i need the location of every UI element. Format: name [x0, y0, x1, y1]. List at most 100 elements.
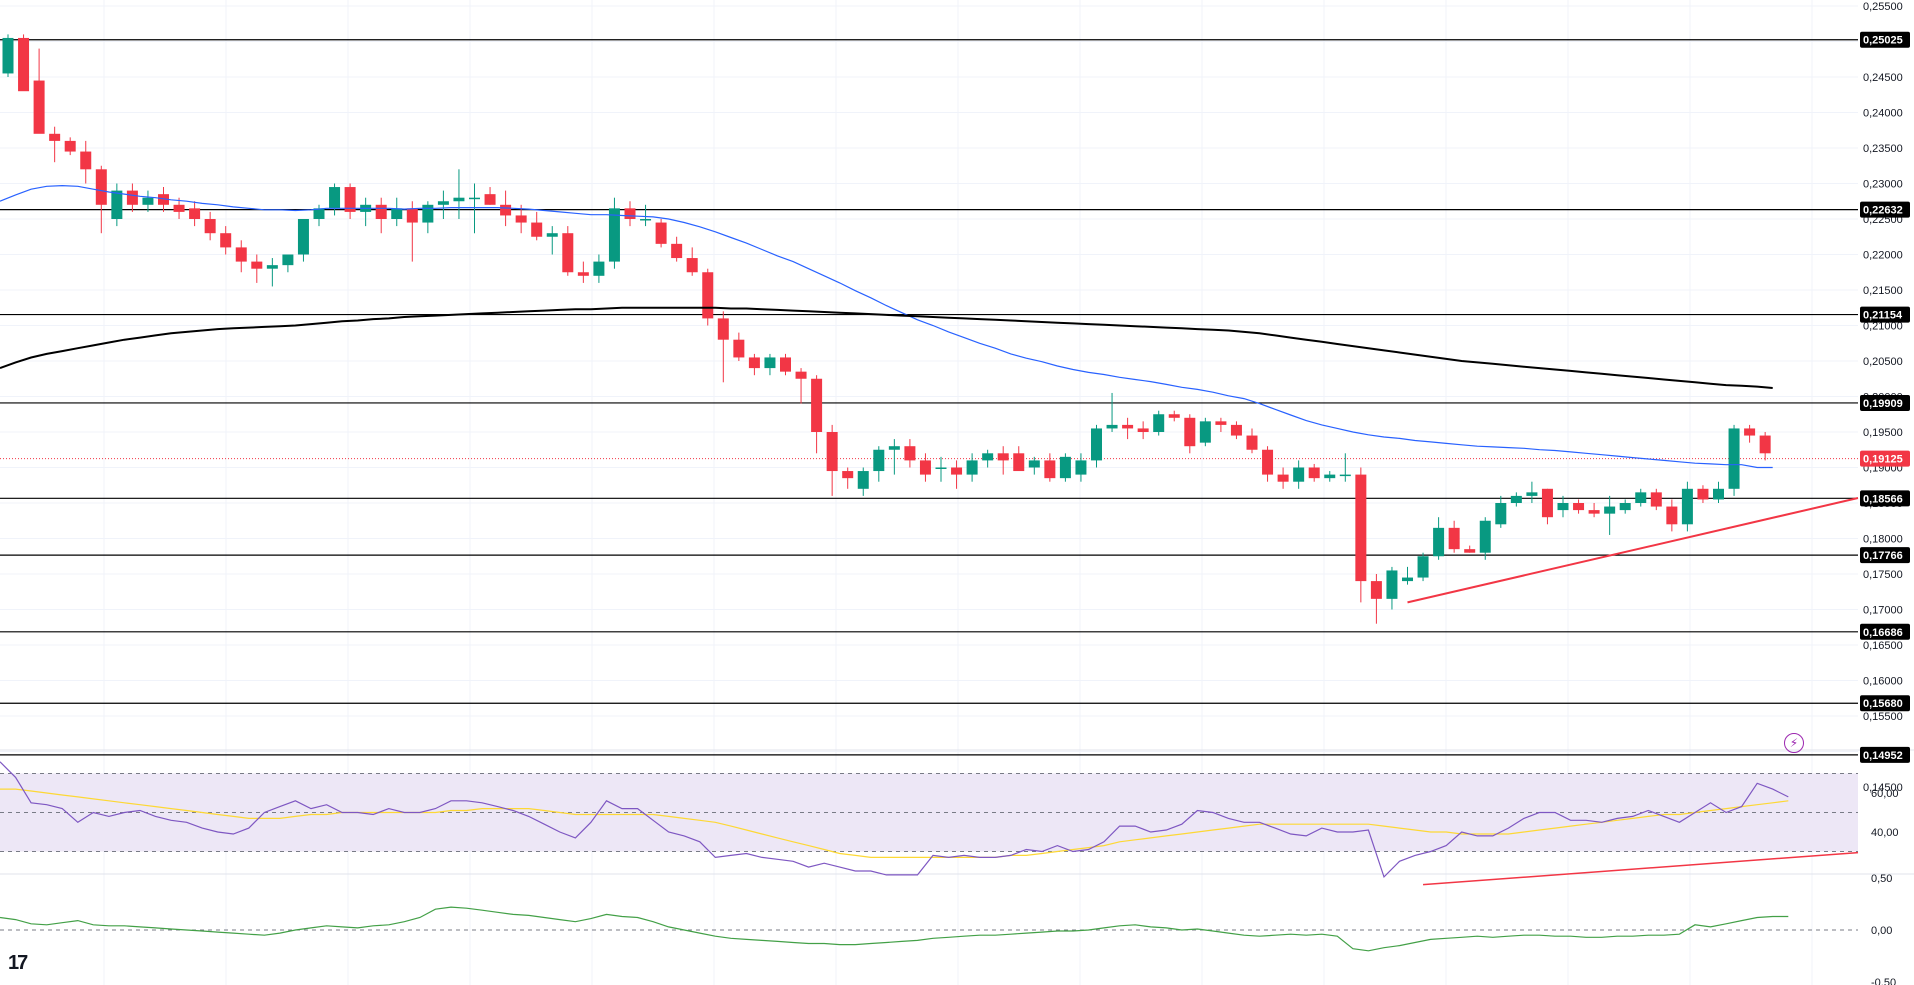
candle-body	[1184, 417, 1196, 447]
horizontal-levels	[0, 39, 1858, 756]
price-tick-label: 0,17500	[1863, 569, 1903, 581]
candle-body	[1044, 460, 1056, 479]
candle-body	[982, 453, 994, 461]
candle-body	[1106, 424, 1118, 429]
price-tick-label: 0,16500	[1863, 640, 1903, 652]
candle-body	[173, 204, 185, 212]
candle-body	[764, 357, 776, 369]
momentum-tick-label: 0,00	[1871, 925, 1892, 937]
price-axis[interactable]: 0,145000,150000,155000,160000,165000,170…	[1860, 1, 1910, 985]
rsi-trendline	[1422, 851, 1859, 886]
candle-body	[1510, 495, 1522, 503]
level-price-label: 0,18566	[1863, 493, 1903, 505]
price-trendline	[1407, 497, 1859, 604]
candle-body	[717, 318, 729, 340]
candle-body	[1588, 510, 1600, 514]
candle-body	[422, 204, 434, 223]
rsi-ma-line	[0, 788, 1789, 858]
price-tick-label: 0,14500	[1863, 782, 1903, 794]
candle-body	[702, 272, 714, 319]
candle-body	[1650, 492, 1662, 507]
candle-body	[608, 208, 620, 262]
candle-body	[997, 453, 1009, 461]
candle-body	[1324, 474, 1336, 479]
candle-body	[1370, 581, 1382, 599]
candle-body	[1557, 503, 1569, 511]
candle-body	[888, 446, 900, 450]
candle-body	[1728, 428, 1740, 489]
candle-body	[1059, 456, 1071, 479]
price-tick-label: 0,24000	[1863, 108, 1903, 120]
candle-body	[1417, 556, 1429, 578]
candle-body	[1681, 488, 1693, 525]
price-tick-label: 0,16000	[1863, 676, 1903, 688]
candle-body	[329, 187, 341, 209]
candle-body	[33, 80, 45, 134]
price-tick-label: 0,17000	[1863, 605, 1903, 617]
level-price-tag	[1860, 547, 1910, 564]
candle-body	[469, 197, 480, 200]
candle-body	[1604, 506, 1616, 514]
level-price-label: 0,14952	[1863, 750, 1903, 762]
price-tick-label: 0,20500	[1863, 356, 1903, 368]
level-price-label: 0,19909	[1863, 398, 1903, 410]
candle-body	[1433, 527, 1445, 557]
candle-body	[624, 208, 636, 219]
candle-body	[95, 169, 107, 205]
candle-body	[593, 261, 605, 276]
lightning-icon[interactable]: ⚡	[1784, 733, 1804, 753]
candle-body	[344, 187, 356, 212]
candle-body	[126, 190, 138, 205]
candle-body	[1619, 503, 1631, 511]
candle-body	[484, 194, 496, 205]
candle-body	[919, 460, 931, 475]
candle-body	[842, 471, 854, 479]
candle-body	[1448, 527, 1460, 550]
level-price-tag	[1860, 306, 1910, 323]
price-tick-label: 0,21000	[1863, 321, 1903, 333]
indicator-lines	[0, 761, 1859, 952]
candle-body	[1075, 460, 1087, 475]
candle-body	[1355, 474, 1367, 582]
candle-body	[189, 208, 201, 219]
candle-body	[655, 222, 667, 244]
rsi-background-band	[0, 773, 1858, 931]
candle-body	[375, 204, 387, 219]
candle-body	[437, 201, 449, 205]
candle-body	[1013, 453, 1025, 472]
candle-body	[1246, 435, 1258, 450]
candle-body	[1386, 570, 1398, 599]
candle-body	[1573, 503, 1585, 511]
candle-body	[733, 339, 745, 358]
current-price-label: 0,19125	[1863, 454, 1903, 466]
price-tick-label: 0,22000	[1863, 250, 1903, 262]
candle-body	[80, 151, 92, 170]
tradingview-logo[interactable]: 17	[8, 952, 28, 974]
candle-body	[64, 140, 76, 152]
price-tick-label: 0,23500	[1863, 143, 1903, 155]
candle-body	[251, 261, 263, 269]
candle-body	[546, 233, 558, 237]
price-tick-label: 0,15500	[1863, 711, 1903, 723]
candle-body	[1464, 549, 1476, 553]
candle-body	[1122, 424, 1134, 429]
candle-body	[453, 197, 465, 202]
price-tick-label: 0,23000	[1863, 179, 1903, 191]
rsi-tick-label: 40,00	[1871, 827, 1899, 839]
candle-body	[1230, 424, 1242, 436]
candle-body	[1744, 428, 1756, 436]
candle-body	[531, 222, 543, 237]
candle-body	[640, 219, 652, 221]
level-price-tag	[1860, 394, 1910, 411]
candle-body	[1495, 503, 1507, 525]
candle-body	[1028, 460, 1040, 468]
candle-body	[1339, 474, 1351, 477]
candle-body	[282, 254, 294, 266]
candle-body	[935, 467, 947, 469]
candle-body	[1215, 421, 1227, 425]
candle-body	[1479, 520, 1491, 553]
candlestick-series	[2, 34, 1771, 624]
level-price-label: 0,17766	[1863, 550, 1903, 562]
candle-body	[18, 37, 30, 92]
